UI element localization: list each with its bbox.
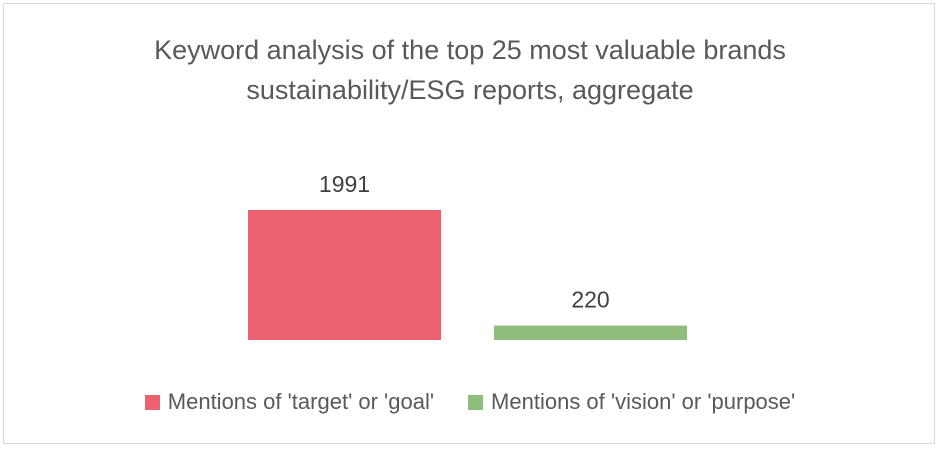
chart-title: Keyword analysis of the top 25 most valu… bbox=[0, 30, 940, 110]
bar-target-goal bbox=[248, 210, 441, 340]
legend-label-target-goal: Mentions of 'target' or 'goal' bbox=[167, 389, 435, 414]
bar-vision-purpose bbox=[494, 325, 687, 340]
legend-swatch-vision-purpose bbox=[468, 394, 484, 410]
legend-item-target-goal: Mentions of 'target' or 'goal' bbox=[144, 389, 435, 415]
chart-title-line-1: Keyword analysis of the top 25 most valu… bbox=[154, 35, 786, 65]
chart-title-line-2: sustainability/ESG reports, aggregate bbox=[246, 75, 694, 105]
legend: Mentions of 'target' or 'goal' Mentions … bbox=[0, 386, 940, 418]
legend-swatch-target-goal bbox=[144, 394, 160, 410]
legend-label-vision-purpose: Mentions of 'vision' or 'purpose' bbox=[491, 389, 796, 414]
chart-frame bbox=[3, 3, 935, 444]
data-label-vision-purpose: 220 bbox=[571, 287, 609, 313]
data-label-target-goal: 1991 bbox=[319, 171, 370, 197]
legend-item-vision-purpose: Mentions of 'vision' or 'purpose' bbox=[468, 389, 795, 415]
